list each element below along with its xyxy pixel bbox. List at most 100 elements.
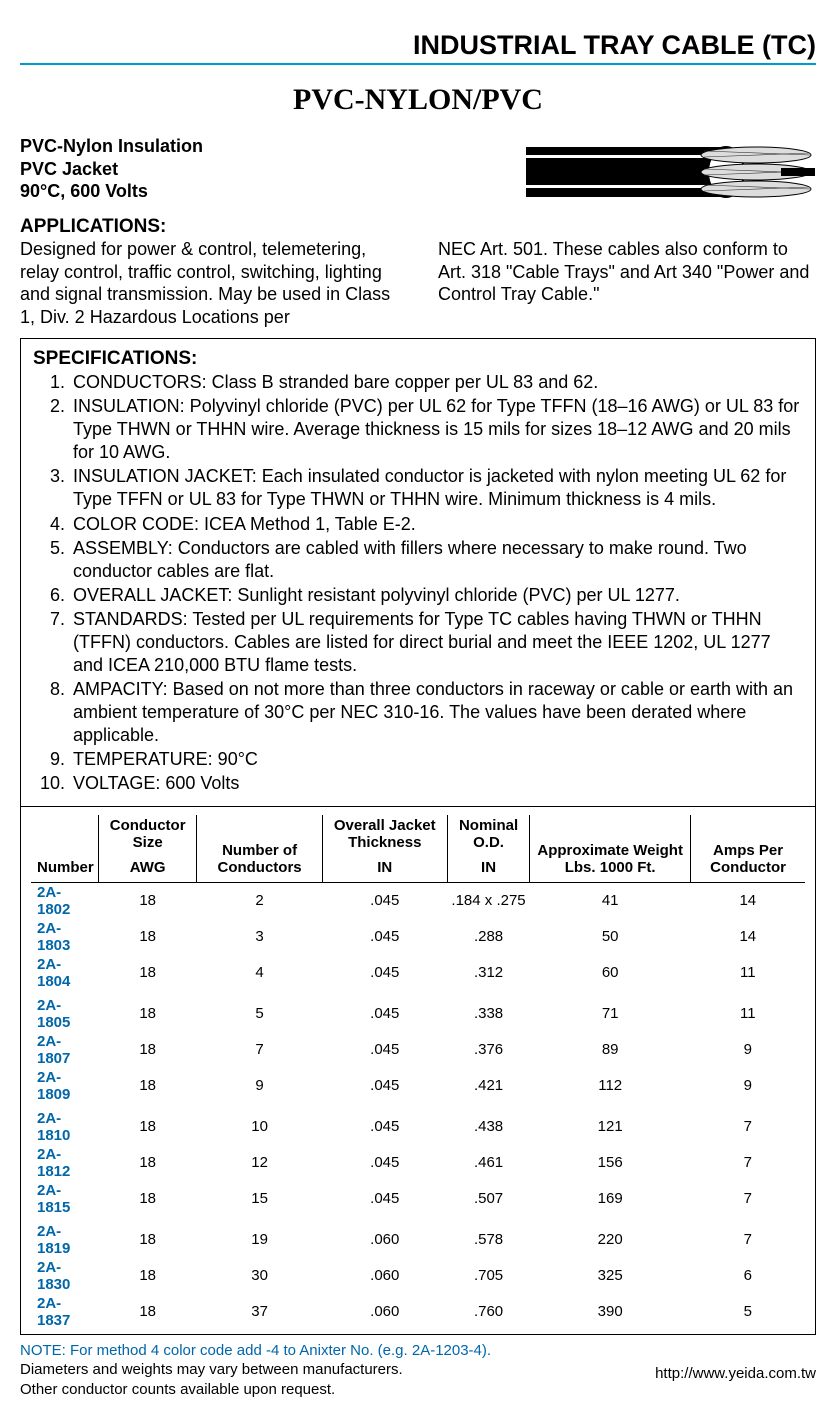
spec-item: ASSEMBLY: Conductors are cabled with fil…: [33, 537, 803, 583]
spec-item-text: COLOR CODE: ICEA Method 1, Table E-2.: [73, 513, 416, 536]
note-line-3: Other conductor counts available upon re…: [20, 1380, 816, 1400]
col-num-cond: Number of Conductors: [197, 815, 322, 883]
spec-item: CONDUCTORS: Class B stranded bare copper…: [33, 371, 803, 394]
cell-amp: 11: [691, 955, 805, 991]
cell-cond: 12: [197, 1145, 322, 1181]
cell-wt: 60: [530, 955, 691, 991]
cell-od: .376: [447, 1032, 529, 1068]
cell-n: 2A-1804: [31, 955, 98, 991]
spec-item-text: TEMPERATURE: 90°C: [73, 748, 258, 771]
cell-wt: 390: [530, 1294, 691, 1330]
cell-awg: 18: [98, 1068, 197, 1104]
col-od-bot: IN: [447, 857, 529, 883]
cell-th: .045: [322, 1145, 447, 1181]
cell-n: 2A-1805: [31, 991, 98, 1032]
cell-wt: 156: [530, 1145, 691, 1181]
cell-awg: 18: [98, 1145, 197, 1181]
cell-th: .045: [322, 1068, 447, 1104]
col-amps: Amps Per Conductor: [691, 815, 805, 883]
col-cond-size-top: Conductor Size: [98, 815, 197, 857]
intro-row: PVC-Nylon Insulation PVC Jacket 90°C, 60…: [20, 135, 816, 210]
spec-item: COLOR CODE: ICEA Method 1, Table E-2.: [33, 513, 803, 536]
applications-col-2: NEC Art. 501. These cables also conform …: [438, 238, 816, 328]
cell-awg: 18: [98, 1181, 197, 1217]
col-od-top: Nominal O.D.: [447, 815, 529, 857]
product-title: PVC-NYLON/PVC: [20, 83, 816, 117]
header-underline: [20, 63, 816, 65]
cell-awg: 18: [98, 1104, 197, 1145]
spec-item-text: VOLTAGE: 600 Volts: [73, 772, 239, 795]
spec-item-text: AMPACITY: Based on not more than three c…: [73, 678, 803, 747]
cell-amp: 9: [691, 1068, 805, 1104]
cell-od: .578: [447, 1217, 529, 1258]
spec-item-text: INSULATION JACKET: Each insulated conduc…: [73, 465, 803, 511]
table-row: 2A-1804184.045.3126011: [31, 955, 805, 991]
cell-awg: 18: [98, 919, 197, 955]
applications-columns: Designed for power & control, telemeteri…: [20, 238, 816, 328]
col-weight: Approximate Weight Lbs. 1000 Ft.: [530, 815, 691, 883]
cell-th: .045: [322, 991, 447, 1032]
cell-od: .421: [447, 1068, 529, 1104]
spec-item: STANDARDS: Tested per UL requirements fo…: [33, 608, 803, 677]
cell-od: .461: [447, 1145, 529, 1181]
cell-od: .288: [447, 919, 529, 955]
cell-amp: 14: [691, 919, 805, 955]
col-thickness-bot: IN: [322, 857, 447, 883]
cable-icon: [526, 135, 816, 210]
spec-item: OVERALL JACKET: Sunlight resistant polyv…: [33, 584, 803, 607]
table-row: 2A-18371837.060.7603905: [31, 1294, 805, 1330]
cell-n: 2A-1810: [31, 1104, 98, 1145]
cell-th: .060: [322, 1217, 447, 1258]
cell-awg: 18: [98, 1032, 197, 1068]
spec-item-text: CONDUCTORS: Class B stranded bare copper…: [73, 371, 598, 394]
spec-table-head: Number Conductor Size Number of Conducto…: [31, 815, 805, 883]
table-row: 2A-1805185.045.3387111: [31, 991, 805, 1032]
cell-od: .338: [447, 991, 529, 1032]
cell-th: .060: [322, 1294, 447, 1330]
cell-amp: 11: [691, 991, 805, 1032]
table-row: 2A-18301830.060.7053256: [31, 1258, 805, 1294]
cell-th: .045: [322, 1032, 447, 1068]
intro-line-1: PVC-Nylon Insulation: [20, 135, 516, 158]
spec-item: TEMPERATURE: 90°C: [33, 748, 803, 771]
cell-n: 2A-1807: [31, 1032, 98, 1068]
cell-awg: 18: [98, 1258, 197, 1294]
cell-wt: 220: [530, 1217, 691, 1258]
cell-wt: 50: [530, 919, 691, 955]
cell-th: .045: [322, 919, 447, 955]
spec-item-text: ASSEMBLY: Conductors are cabled with fil…: [73, 537, 803, 583]
col-cond-size-bot: AWG: [98, 857, 197, 883]
cell-n: 2A-1812: [31, 1145, 98, 1181]
cell-cond: 19: [197, 1217, 322, 1258]
cell-od: .438: [447, 1104, 529, 1145]
cell-th: .045: [322, 1104, 447, 1145]
spec-table: Number Conductor Size Number of Conducto…: [31, 815, 805, 1330]
cell-cond: 10: [197, 1104, 322, 1145]
cell-wt: 71: [530, 991, 691, 1032]
cell-n: 2A-1819: [31, 1217, 98, 1258]
cell-wt: 112: [530, 1068, 691, 1104]
spec-item-text: STANDARDS: Tested per UL requirements fo…: [73, 608, 803, 677]
cell-od: .507: [447, 1181, 529, 1217]
cell-wt: 121: [530, 1104, 691, 1145]
cell-amp: 9: [691, 1032, 805, 1068]
spec-item: VOLTAGE: 600 Volts: [33, 772, 803, 795]
cell-awg: 18: [98, 882, 197, 919]
cell-cond: 7: [197, 1032, 322, 1068]
spec-table-body: 2A-1802182.045.184 x .27541142A-1803183.…: [31, 882, 805, 1330]
cell-awg: 18: [98, 1294, 197, 1330]
cell-th: .045: [322, 1181, 447, 1217]
table-row: 2A-18121812.045.4611567: [31, 1145, 805, 1181]
cell-awg: 18: [98, 1217, 197, 1258]
cell-wt: 169: [530, 1181, 691, 1217]
table-row: 2A-18101810.045.4381217: [31, 1104, 805, 1145]
cell-th: .060: [322, 1258, 447, 1294]
table-row: 2A-1802182.045.184 x .2754114: [31, 882, 805, 919]
intro-line-2: PVC Jacket: [20, 158, 516, 181]
specifications-heading: SPECIFICATIONS:: [33, 347, 803, 371]
spec-item-text: INSULATION: Polyvinyl chloride (PVC) per…: [73, 395, 803, 464]
cell-amp: 7: [691, 1104, 805, 1145]
cell-n: 2A-1802: [31, 882, 98, 919]
cell-od: .760: [447, 1294, 529, 1330]
col-number: Number: [31, 815, 98, 883]
